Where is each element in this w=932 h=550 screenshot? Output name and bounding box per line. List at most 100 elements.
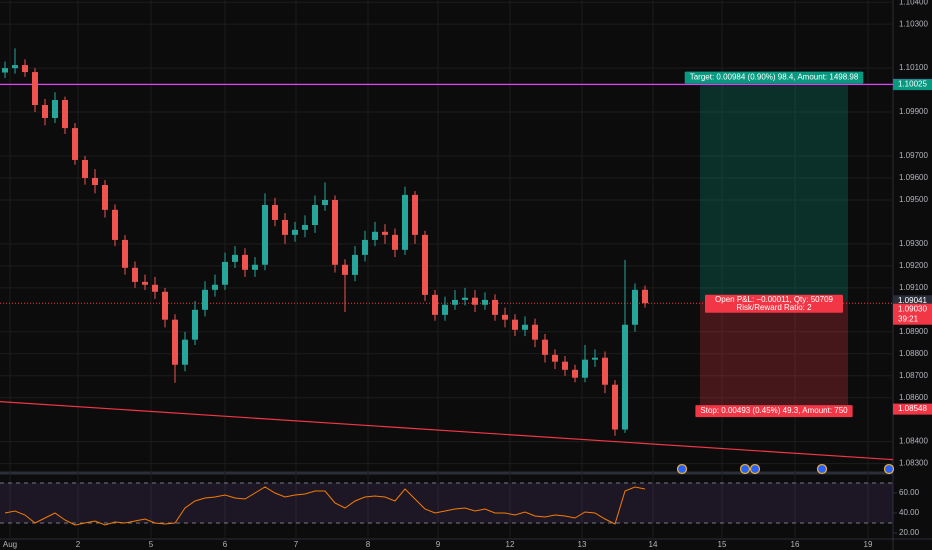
rsi-tick-label: 20.00: [899, 528, 920, 537]
event-icon[interactable]: [749, 463, 761, 475]
rsi-tick-label: 60.00: [899, 488, 920, 497]
stop-label-text: Stop: 0.00493 (0.45%) 49.3, Amount: 750: [700, 406, 848, 415]
candle-body: [412, 194, 418, 235]
candle-body: [612, 384, 618, 430]
candle-body: [222, 261, 228, 285]
target-label: Target: 0.00984 (0.90%) 98.4, Amount: 14…: [684, 71, 864, 84]
candle-body: [72, 128, 78, 160]
candle-body: [262, 204, 268, 265]
candle-body: [312, 204, 318, 225]
y-tick-label: 1.09300: [899, 239, 928, 248]
candle-body: [492, 299, 498, 315]
candle-body: [22, 65, 28, 73]
target-price-label-box: [893, 79, 932, 91]
candle-body: [32, 72, 38, 106]
candle-body: [202, 289, 208, 310]
candle-body: [272, 204, 278, 220]
candle-body: [562, 361, 568, 370]
y-tick-label: 1.08300: [899, 459, 928, 468]
x-tick-label: 13: [578, 540, 587, 549]
y-tick-label: 1.10100: [899, 63, 928, 72]
candle-body: [252, 264, 258, 270]
candle-body: [42, 105, 48, 118]
candle-body: [242, 254, 248, 270]
y-tick-label: 1.08700: [899, 371, 928, 380]
candle-body: [572, 369, 578, 378]
candle-body: [132, 267, 138, 282]
candle-body: [422, 234, 428, 295]
candle-body: [112, 209, 118, 240]
candle-body: [542, 339, 548, 355]
x-tick-label: 2: [76, 540, 81, 549]
entry-price-label: 1.09041: [898, 296, 927, 305]
candle-body: [502, 314, 508, 320]
candle-body: [172, 319, 178, 365]
x-tick-label: 6: [223, 540, 228, 549]
candle-body: [232, 254, 238, 262]
candle-body: [592, 357, 598, 360]
candle-body: [102, 185, 108, 210]
x-tick-label: 9: [436, 540, 441, 549]
x-tick-label: 5: [149, 540, 154, 549]
trendline: [0, 401, 894, 461]
event-icon[interactable]: [883, 463, 895, 475]
candle-body: [512, 319, 518, 330]
candle-body: [532, 324, 538, 340]
candle-body: [292, 229, 298, 235]
stop-price-label: 1.08548: [898, 404, 927, 413]
candle-body: [402, 194, 408, 250]
x-tick-label: 14: [649, 540, 658, 549]
pnl-label: Open P&L: −0.00011, Qty: 50709Risk/Rewar…: [705, 294, 843, 313]
candle-body: [322, 199, 328, 205]
countdown: 39:21: [898, 314, 919, 323]
last-price-label: 1.09030: [898, 304, 927, 313]
candle-body: [142, 281, 148, 285]
event-icon[interactable]: [676, 463, 688, 475]
candle-body: [472, 297, 478, 305]
y-tick-label: 1.09900: [899, 107, 928, 116]
candle-body: [362, 239, 368, 255]
target-label-box: [684, 71, 864, 84]
y-tick-label: 1.08900: [899, 327, 928, 336]
target-label-text: Target: 0.00984 (0.90%) 98.4, Amount: 14…: [690, 73, 859, 82]
last-price-box: [893, 303, 932, 325]
candle-body: [392, 234, 398, 250]
y-tick-label: 1.10300: [899, 19, 928, 28]
rsi-line: [4, 486, 646, 526]
candle-body: [622, 324, 628, 430]
stop-label: Stop: 0.00493 (0.45%) 49.3, Amount: 750: [695, 405, 853, 418]
profit-zone: [700, 84, 848, 301]
event-icon[interactable]: [816, 463, 828, 475]
pnl-box: [705, 294, 843, 313]
candle-body: [212, 284, 218, 290]
candle-body: [302, 224, 308, 230]
x-tick-label: 12: [506, 540, 515, 549]
x-tick-label: Aug: [3, 540, 17, 549]
candle-body: [182, 339, 188, 365]
y-tick-label: 1.08400: [899, 437, 928, 446]
y-tick-label: 1.09700: [899, 151, 928, 160]
candle-body: [332, 199, 338, 265]
candle-body: [2, 68, 8, 73]
candle-body: [452, 299, 458, 305]
event-icons[interactable]: [676, 463, 895, 475]
candle-body: [12, 65, 18, 69]
candle-body: [382, 231, 388, 235]
candle-body: [162, 291, 168, 320]
candle-body: [152, 284, 158, 292]
y-tick-label: 1.08800: [899, 349, 928, 358]
event-icon[interactable]: [739, 463, 751, 475]
y-tick-label: 1.09200: [899, 261, 928, 270]
candle-body: [192, 309, 198, 340]
x-tick-label: 15: [718, 540, 727, 549]
candle-body: [372, 231, 378, 240]
loss-zone: [700, 300, 848, 410]
rsi-tick-label: 40.00: [899, 508, 920, 517]
y-tick-label: 1.10400: [899, 0, 928, 6]
candle-body: [602, 357, 608, 385]
candle-body: [642, 289, 648, 304]
target-price-label: 1.10025: [898, 80, 927, 89]
ratio-text: Risk/Reward Ratio: 2: [736, 303, 812, 312]
candle-body: [482, 299, 488, 305]
